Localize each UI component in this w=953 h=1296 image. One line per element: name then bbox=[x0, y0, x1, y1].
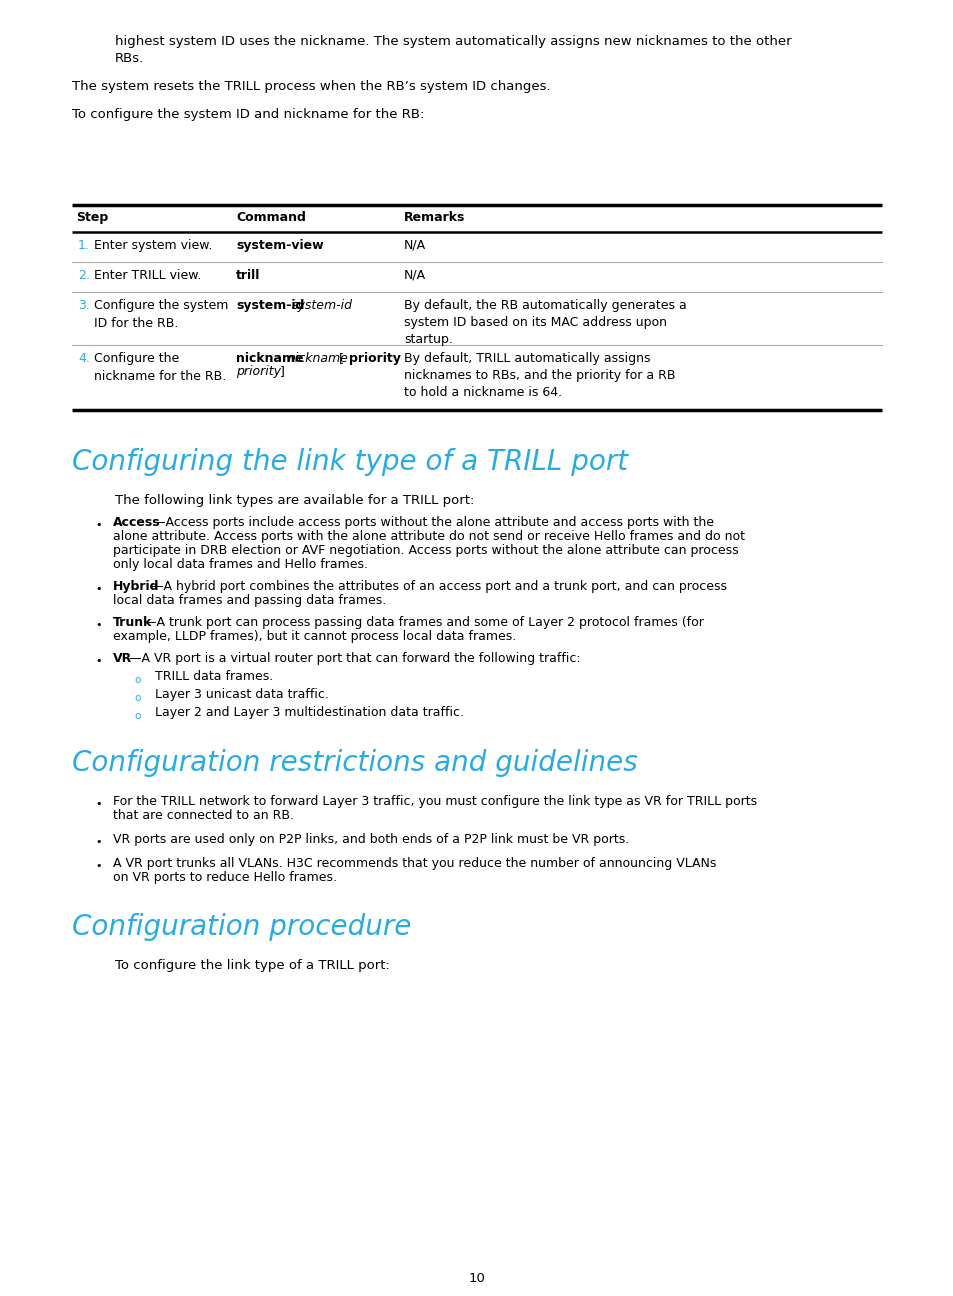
Text: 2.: 2. bbox=[78, 270, 90, 283]
Text: VR: VR bbox=[112, 652, 132, 665]
Text: Configuration procedure: Configuration procedure bbox=[71, 912, 411, 941]
Text: —A trunk port can process passing data frames and some of Layer 2 protocol frame: —A trunk port can process passing data f… bbox=[144, 616, 703, 629]
Text: Layer 3 unicast data traffic.: Layer 3 unicast data traffic. bbox=[154, 688, 329, 701]
Text: local data frames and passing data frames.: local data frames and passing data frame… bbox=[112, 594, 386, 607]
Text: •: • bbox=[95, 837, 101, 848]
Text: By default, TRILL automatically assigns
nicknames to RBs, and the priority for a: By default, TRILL automatically assigns … bbox=[403, 353, 675, 399]
Text: participate in DRB election or AVF negotiation. Access ports without the alone a: participate in DRB election or AVF negot… bbox=[112, 544, 738, 557]
Text: o: o bbox=[133, 693, 140, 702]
Text: Configure the system
ID for the RB.: Configure the system ID for the RB. bbox=[94, 299, 228, 330]
Text: —A hybrid port combines the attributes of an access port and a trunk port, and c: —A hybrid port combines the attributes o… bbox=[151, 581, 726, 594]
Text: example, LLDP frames), but it cannot process local data frames.: example, LLDP frames), but it cannot pro… bbox=[112, 630, 516, 643]
Text: To configure the link type of a TRILL port:: To configure the link type of a TRILL po… bbox=[115, 959, 390, 972]
Text: VR ports are used only on P2P links, and both ends of a P2P link must be VR port: VR ports are used only on P2P links, and… bbox=[112, 833, 629, 846]
Text: system-id: system-id bbox=[235, 299, 304, 312]
Text: o: o bbox=[133, 675, 140, 686]
Text: trill: trill bbox=[235, 270, 260, 283]
Text: N/A: N/A bbox=[403, 238, 426, 251]
Text: —A VR port is a virtual router port that can forward the following traffic:: —A VR port is a virtual router port that… bbox=[129, 652, 580, 665]
Text: 3.: 3. bbox=[78, 299, 90, 312]
Text: —Access ports include access ports without the alone attribute and access ports : —Access ports include access ports witho… bbox=[152, 516, 713, 529]
Text: Configuring the link type of a TRILL port: Configuring the link type of a TRILL por… bbox=[71, 448, 627, 476]
Text: Layer 2 and Layer 3 multidestination data traffic.: Layer 2 and Layer 3 multidestination dat… bbox=[154, 706, 463, 719]
Text: Enter system view.: Enter system view. bbox=[94, 238, 213, 251]
Text: A VR port trunks all VLANs. H3C recommends that you reduce the number of announc: A VR port trunks all VLANs. H3C recommen… bbox=[112, 857, 716, 870]
Text: Remarks: Remarks bbox=[403, 211, 465, 224]
Text: For the TRILL network to forward Layer 3 traffic, you must configure the link ty: For the TRILL network to forward Layer 3… bbox=[112, 794, 757, 807]
Text: that are connected to an RB.: that are connected to an RB. bbox=[112, 809, 294, 822]
Text: on VR ports to reduce Hello frames.: on VR ports to reduce Hello frames. bbox=[112, 871, 336, 884]
Text: system-id: system-id bbox=[292, 299, 353, 312]
Text: 1.: 1. bbox=[78, 238, 90, 251]
Text: The following link types are available for a TRILL port:: The following link types are available f… bbox=[115, 494, 474, 507]
Text: •: • bbox=[95, 861, 101, 871]
Text: By default, the RB automatically generates a
system ID based on its MAC address : By default, the RB automatically generat… bbox=[403, 299, 686, 346]
Text: RBs.: RBs. bbox=[115, 52, 144, 65]
Text: Step: Step bbox=[76, 211, 108, 224]
Text: To configure the system ID and nickname for the RB:: To configure the system ID and nickname … bbox=[71, 108, 424, 121]
Text: nickname: nickname bbox=[235, 353, 303, 365]
Text: system-view: system-view bbox=[235, 238, 323, 251]
Text: 4.: 4. bbox=[78, 353, 90, 365]
Text: nickname: nickname bbox=[288, 353, 349, 365]
Text: highest system ID uses the nickname. The system automatically assigns new nickna: highest system ID uses the nickname. The… bbox=[115, 35, 791, 48]
Text: N/A: N/A bbox=[403, 270, 426, 283]
Text: •: • bbox=[95, 619, 101, 630]
Text: The system resets the TRILL process when the RB’s system ID changes.: The system resets the TRILL process when… bbox=[71, 80, 550, 93]
Text: •: • bbox=[95, 584, 101, 594]
Text: ]: ] bbox=[280, 365, 285, 378]
Text: Access: Access bbox=[112, 516, 160, 529]
Text: Configure the
nickname for the RB.: Configure the nickname for the RB. bbox=[94, 353, 226, 384]
Text: only local data frames and Hello frames.: only local data frames and Hello frames. bbox=[112, 559, 368, 572]
Text: Configuration restrictions and guidelines: Configuration restrictions and guideline… bbox=[71, 749, 638, 778]
Text: •: • bbox=[95, 520, 101, 530]
Text: Enter TRILL view.: Enter TRILL view. bbox=[94, 270, 201, 283]
Text: priority: priority bbox=[349, 353, 400, 365]
Text: Trunk: Trunk bbox=[112, 616, 152, 629]
Text: [: [ bbox=[338, 353, 348, 365]
Text: priority: priority bbox=[235, 365, 281, 378]
Text: Hybrid: Hybrid bbox=[112, 581, 159, 594]
Text: alone attribute. Access ports with the alone attribute do not send or receive He: alone attribute. Access ports with the a… bbox=[112, 530, 744, 543]
Text: 10: 10 bbox=[468, 1271, 485, 1286]
Text: •: • bbox=[95, 656, 101, 666]
Text: TRILL data frames.: TRILL data frames. bbox=[154, 670, 273, 683]
Text: Command: Command bbox=[235, 211, 306, 224]
Text: •: • bbox=[95, 800, 101, 809]
Text: o: o bbox=[133, 712, 140, 721]
